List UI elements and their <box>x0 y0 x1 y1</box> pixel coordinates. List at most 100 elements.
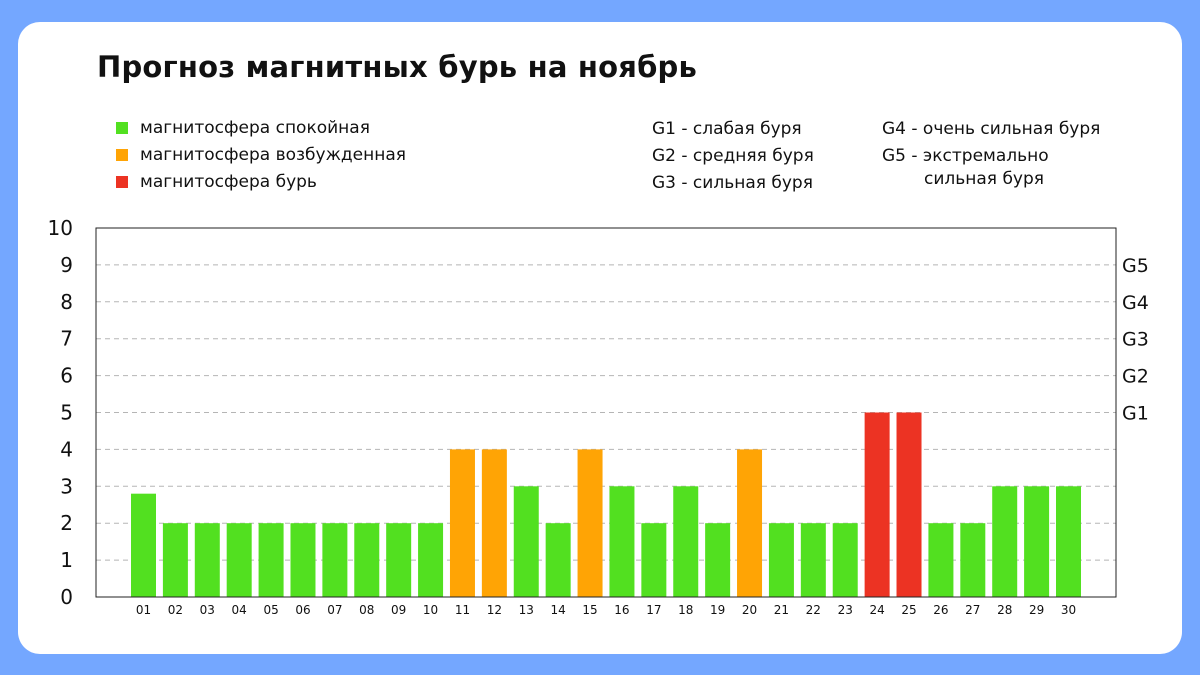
bar-day-09 <box>386 523 412 597</box>
bar-day-22 <box>800 523 826 597</box>
x-tick-label: 21 <box>774 603 789 617</box>
x-tick-label: 02 <box>168 603 183 617</box>
right-axis-label-g3: G3 <box>1122 329 1149 351</box>
x-tick-label: 07 <box>327 603 342 617</box>
storm-scale-legend-col2: G4 - очень сильная буря G5 - экстремальн… <box>882 116 1100 188</box>
bar-day-28 <box>992 486 1018 597</box>
x-tick-label: 23 <box>838 603 853 617</box>
bar-day-01 <box>131 493 156 597</box>
y-tick-label: 7 <box>60 327 73 351</box>
storm-scale-g5-continued: сильная буря <box>924 169 1045 189</box>
y-tick-label: 5 <box>60 401 73 425</box>
x-tick-label: 24 <box>869 603 884 617</box>
x-tick-label: 20 <box>742 603 757 617</box>
x-tick-label: 19 <box>710 603 725 617</box>
y-tick-label: 1 <box>60 548 73 572</box>
y-tick-label: 2 <box>60 511 73 535</box>
bar-day-23 <box>832 523 858 597</box>
x-tick-label: 22 <box>806 603 821 617</box>
bar-day-29 <box>1024 486 1050 597</box>
bar-day-12 <box>481 449 507 597</box>
x-tick-label: 13 <box>519 603 534 617</box>
x-tick-label: 26 <box>933 603 948 617</box>
bar-day-25 <box>896 412 922 597</box>
bars <box>131 412 1081 597</box>
bar-day-05 <box>258 523 284 597</box>
bar-day-20 <box>737 449 763 597</box>
x-tick-label: 03 <box>200 603 215 617</box>
bar-day-27 <box>960 523 986 597</box>
bar-day-14 <box>545 523 571 597</box>
x-tick-label: 09 <box>391 603 406 617</box>
x-tick-label: 10 <box>423 603 438 617</box>
right-axis-label-g1: G1 <box>1122 403 1149 425</box>
magnetosphere-legend: магнитосфера спокойная магнитосфера возб… <box>116 114 406 195</box>
legend-swatch-quiet <box>116 121 128 134</box>
x-tick-label: 14 <box>551 603 566 617</box>
y-tick-label: 4 <box>60 437 73 461</box>
storm-scale-g3: G3 - сильная буря <box>652 173 813 193</box>
bar-day-10 <box>418 523 444 597</box>
x-tick-label: 30 <box>1061 603 1076 617</box>
legend-item-quiet: магнитосфера спокойная <box>116 114 406 141</box>
x-tick-label: 05 <box>263 603 278 617</box>
x-tick-label: 06 <box>295 603 310 617</box>
legend-label-storm: магнитосфера бурь <box>140 171 317 192</box>
x-tick-label: 11 <box>455 603 470 617</box>
plot-frame <box>95 227 1117 598</box>
x-tick-label: 27 <box>965 603 980 617</box>
right-axis-label-g2: G2 <box>1122 366 1149 388</box>
bar-day-15 <box>577 449 603 597</box>
storm-scale-g4: G4 - очень сильная буря <box>882 119 1101 139</box>
y-axis-ticks: 0 1 2 3 4 5 6 7 8 9 10 <box>48 216 73 609</box>
storm-scale-g5: G5 - экстремально <box>882 146 1049 166</box>
x-tick-label: 12 <box>487 603 502 617</box>
x-axis-ticks: 01 02 03 04 05 06 07 08 09 10 11 12 13 14 15 16 17 18 19 20… <box>136 603 1076 617</box>
y-tick-label: 0 <box>60 585 73 609</box>
legend-swatch-storm <box>116 175 128 188</box>
bar-day-21 <box>768 523 794 597</box>
y-tick-label: 8 <box>60 290 73 314</box>
x-tick-label: 01 <box>136 603 151 617</box>
x-tick-label: 16 <box>614 603 629 617</box>
y-tick-label: 10 <box>48 216 73 240</box>
x-tick-label: 08 <box>359 603 374 617</box>
chart-title: Прогноз магнитных бурь на ноябрь <box>97 50 698 84</box>
legend-item-storm: магнитосфера бурь <box>116 168 406 195</box>
bar-day-30 <box>1056 486 1081 597</box>
y-tick-label: 9 <box>60 253 73 277</box>
right-axis-label-g5: G5 <box>1122 255 1149 277</box>
x-tick-label: 29 <box>1029 603 1044 617</box>
bar-day-08 <box>354 523 380 597</box>
bar-day-13 <box>513 486 539 597</box>
storm-scale-g1: G1 - слабая буря <box>652 119 802 139</box>
x-tick-label: 17 <box>646 603 661 617</box>
bar-day-07 <box>322 523 348 597</box>
bar-day-26 <box>928 523 954 597</box>
storm-scale-legend-col1: G1 - слабая буря G2 - средняя буря G3 - … <box>652 116 814 197</box>
bar-day-03 <box>194 523 220 597</box>
x-tick-label: 15 <box>582 603 597 617</box>
storm-scale-g2: G2 - средняя буря <box>652 146 814 166</box>
right-axis-ticks: G1 G2 G3 G4 G5 <box>1122 255 1149 425</box>
y-tick-label: 6 <box>60 364 73 388</box>
legend-label-excited: магнитосфера возбужденная <box>140 144 406 165</box>
bar-day-19 <box>705 523 731 597</box>
x-tick-label: 25 <box>901 603 916 617</box>
bar-day-11 <box>449 449 475 597</box>
y-tick-label: 3 <box>60 474 73 498</box>
grid-lines <box>96 264 1116 561</box>
x-tick-label: 04 <box>232 603 247 617</box>
bar-day-04 <box>226 523 252 597</box>
bar-day-06 <box>290 523 316 597</box>
legend-item-excited: магнитосфера возбужденная <box>116 141 406 168</box>
legend-swatch-excited <box>116 148 128 161</box>
right-axis-label-g4: G4 <box>1122 292 1149 314</box>
bar-day-18 <box>673 486 699 597</box>
x-tick-label: 28 <box>997 603 1012 617</box>
x-tick-label: 18 <box>678 603 693 617</box>
bar-day-02 <box>162 523 188 597</box>
bar-day-17 <box>641 523 667 597</box>
bar-day-24 <box>864 412 890 597</box>
